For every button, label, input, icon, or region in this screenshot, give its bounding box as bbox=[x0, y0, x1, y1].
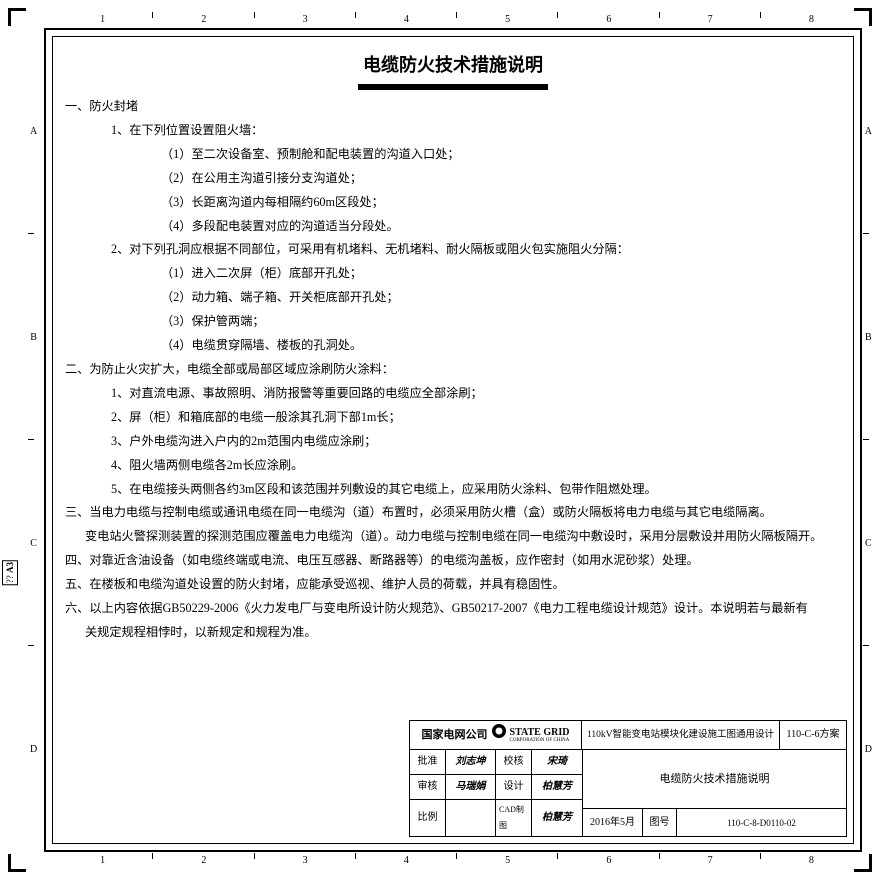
sec1-2-2: （2）动力箱、端子箱、开关柜底部开孔处； bbox=[65, 286, 841, 310]
approve-value: 刘志坤 bbox=[446, 750, 496, 774]
ruler-top: 12345678 bbox=[52, 14, 862, 25]
scheme-code: 110-C-6方案 bbox=[780, 721, 846, 749]
drawno-value: 110-C-8-D0110-02 bbox=[677, 809, 846, 836]
approve-label: 批准 bbox=[410, 750, 446, 774]
cad-value: 柏慧芳 bbox=[532, 800, 582, 836]
project-title: 110kV智能变电站模块化建设施工图通用设计 bbox=[582, 721, 780, 749]
title-underline bbox=[358, 84, 548, 87]
drawno-label: 图号 bbox=[643, 809, 677, 836]
frame-inner: 电缆防火技术措施说明 一、防火封堵 1、在下列位置设置阻火墙： （1）至二次设备… bbox=[52, 36, 854, 844]
check-value: 宋琦 bbox=[532, 750, 582, 774]
sec5: 五、在楼板和电缆沟道处设置的防火封堵，应能承受巡视、维护人员的荷载，并具有稳固性… bbox=[65, 573, 841, 597]
frame-outer: 电缆防火技术措施说明 一、防火封堵 1、在下列位置设置阻火墙： （1）至二次设备… bbox=[44, 28, 862, 852]
paper-size-label: ?? A3 bbox=[2, 560, 18, 585]
sec2-1: 1、对直流电源、事故照明、消防报警等重要回路的电缆应全部涂刷； bbox=[65, 382, 841, 406]
sec1-head: 一、防火封堵 bbox=[65, 95, 841, 119]
review-value: 马瑞娟 bbox=[446, 775, 496, 799]
title-block: 国家电网公司 STATE GRID CORPORATION OF CHINA 1… bbox=[409, 720, 847, 837]
sec4: 四、对靠近含油设备（如电缆终端或电流、电压互感器、断路器等）的电缆沟盖板，应作密… bbox=[65, 549, 841, 573]
sec1-1-1: （1）至二次设备室、预制舱和配电装置的沟道入口处； bbox=[65, 143, 841, 167]
sec1-2: 2、对下列孔洞应根据不同部位，可采用有机堵料、无机堵料、耐火隔板或阻火包实施阻火… bbox=[65, 238, 841, 262]
date: 2016年5月 bbox=[583, 809, 643, 836]
sec2-3: 3、户外电缆沟进入户内的2m范围内电缆应涂刷； bbox=[65, 430, 841, 454]
sec1-2-3: （3）保护管两端； bbox=[65, 310, 841, 334]
sec6: 六、以上内容依据GB50229-2006《火力发电厂与变电所设计防火规范》、GB… bbox=[65, 597, 841, 621]
cad-label: CAD制图 bbox=[496, 800, 532, 836]
ruler-left: ABCD bbox=[30, 28, 37, 852]
ruler-bottom: 12345678 bbox=[52, 855, 862, 866]
review-label: 审核 bbox=[410, 775, 446, 799]
sec3: 三、当电力电缆与控制电缆或通讯电缆在同一电缆沟（道）布置时，必须采用防火槽（盒）… bbox=[65, 501, 841, 525]
sec1-1-3: （3）长距离沟道内每相隔约60m区段处； bbox=[65, 191, 841, 215]
sec1-2-1: （1）进入二次屏（柜）底部开孔处； bbox=[65, 262, 841, 286]
drawing-title: 电缆防火技术措施说明 bbox=[583, 750, 846, 809]
crop-mark-tl bbox=[8, 8, 26, 26]
sec6b: 关规定规程相悖时，以新规定和规程为准。 bbox=[65, 621, 841, 645]
page-title: 电缆防火技术措施说明 bbox=[59, 47, 847, 83]
sec1-1: 1、在下列位置设置阻火墙： bbox=[65, 119, 841, 143]
company-en: STATE GRID bbox=[510, 728, 570, 738]
design-label: 设计 bbox=[496, 775, 532, 799]
document-body: 一、防火封堵 1、在下列位置设置阻火墙： （1）至二次设备室、预制舱和配电装置的… bbox=[59, 95, 847, 645]
sec2-5: 5、在电缆接头两侧各约3m区段和该范围并列敷设的其它电缆上，应采用防火涂料、包带… bbox=[65, 478, 841, 502]
sec2-head: 二、为防止火灾扩大，电缆全部或局部区域应涂刷防火涂料： bbox=[65, 358, 841, 382]
scale-label: 比例 bbox=[410, 800, 446, 836]
sec1-1-2: （2）在公用主沟道引接分支沟道处； bbox=[65, 167, 841, 191]
ruler-right: ABCD bbox=[865, 28, 872, 852]
sec1-2-4: （4）电缆贯穿隔墙、楼板的孔洞处。 bbox=[65, 334, 841, 358]
logo-icon bbox=[491, 723, 507, 747]
crop-mark-bl bbox=[8, 854, 26, 872]
check-label: 校核 bbox=[496, 750, 532, 774]
company-cn: 国家电网公司 bbox=[422, 724, 488, 746]
sec2-4: 4、阻火墙两侧电缆各2m长应涂刷。 bbox=[65, 454, 841, 478]
company-sub: CORPORATION OF CHINA bbox=[510, 738, 570, 743]
sec2-2: 2、屏（柜）和箱底部的电缆一般涂其孔洞下部1m长； bbox=[65, 406, 841, 430]
design-value: 柏慧芳 bbox=[532, 775, 582, 799]
sec3b: 变电站火警探测装置的探测范围应覆盖电力电缆沟（道）。动力电缆与控制电缆在同一电缆… bbox=[65, 525, 841, 549]
sec1-1-4: （4）多段配电装置对应的沟道适当分段处。 bbox=[65, 215, 841, 239]
scale-value bbox=[446, 800, 496, 836]
